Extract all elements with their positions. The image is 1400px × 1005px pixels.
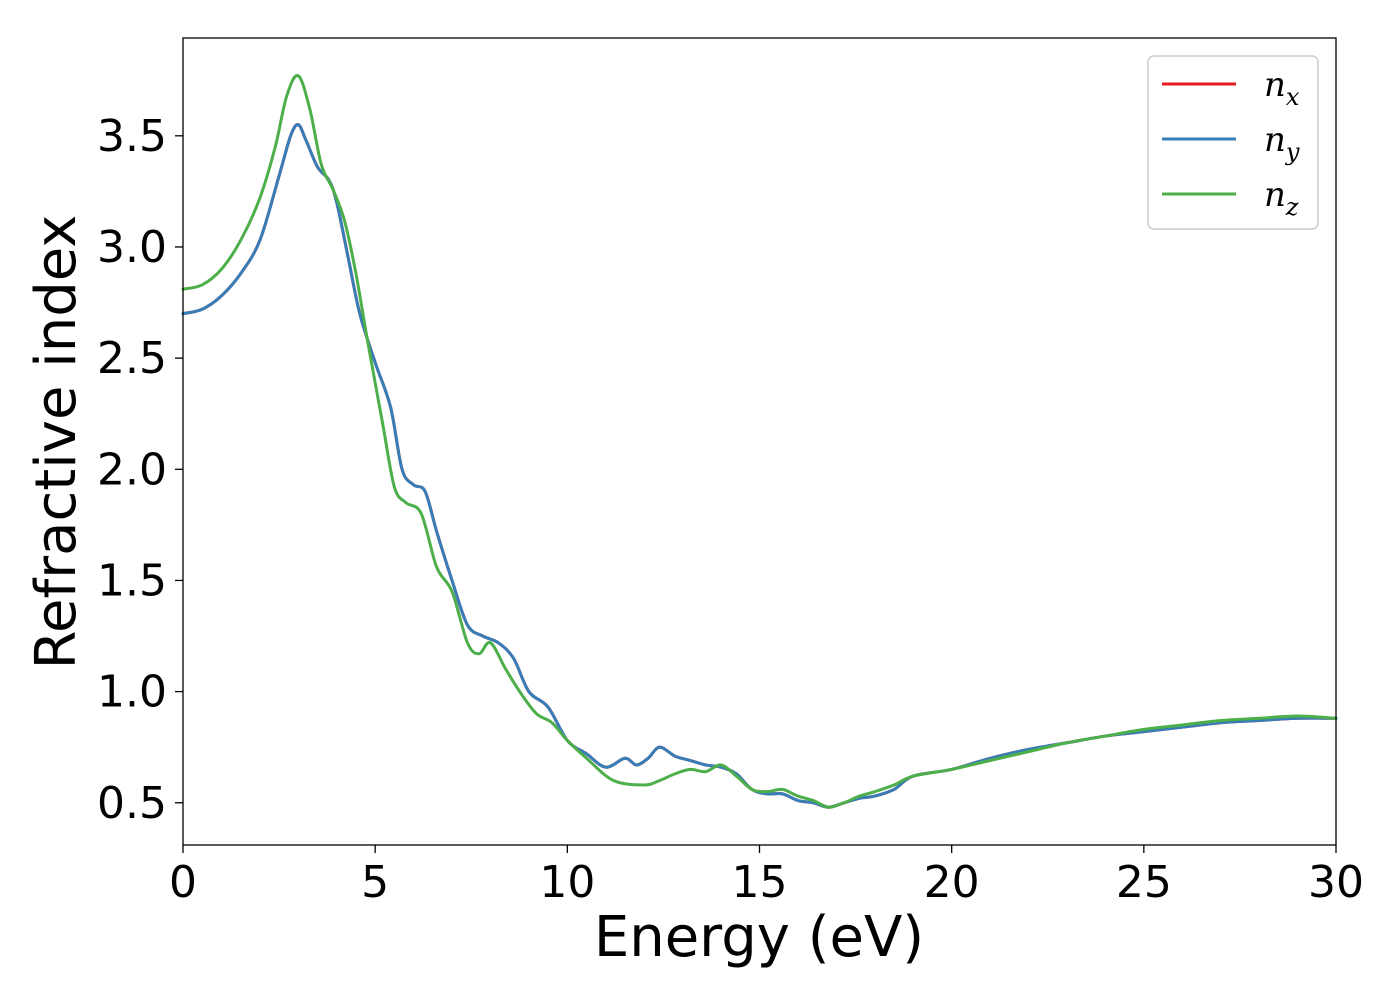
x-tick-label: 5 <box>361 857 389 908</box>
y-axis: 0.5 1.0 1.5 2.0 2.5 3.0 3.5 <box>97 111 183 829</box>
x-axis: 0 5 10 15 20 25 30 <box>169 845 1364 908</box>
y-axis-title: Refractive index <box>24 215 89 670</box>
y-tick-label: 0.5 <box>97 778 167 829</box>
series-layer <box>181 74 1338 809</box>
x-tick-label: 10 <box>539 857 595 908</box>
x-tick-label: 15 <box>732 857 788 908</box>
legend-box <box>1147 55 1319 230</box>
y-tick-label: 3.5 <box>97 111 167 162</box>
y-tick-label: 1.0 <box>97 667 167 718</box>
x-tick-label: 20 <box>924 857 980 908</box>
y-tick-label: 2.0 <box>97 444 167 495</box>
x-tick-label: 0 <box>169 857 197 908</box>
x-axis-title: Energy (eV) <box>594 905 924 970</box>
x-tick-label: 25 <box>1116 857 1172 908</box>
x-tick-label: 30 <box>1308 857 1364 908</box>
plot-area <box>183 38 1336 845</box>
y-tick-label: 2.5 <box>97 333 167 384</box>
y-tick-label: 1.5 <box>97 555 167 606</box>
y-tick-label: 3.0 <box>97 222 167 273</box>
series-line-n-z <box>181 74 1338 809</box>
